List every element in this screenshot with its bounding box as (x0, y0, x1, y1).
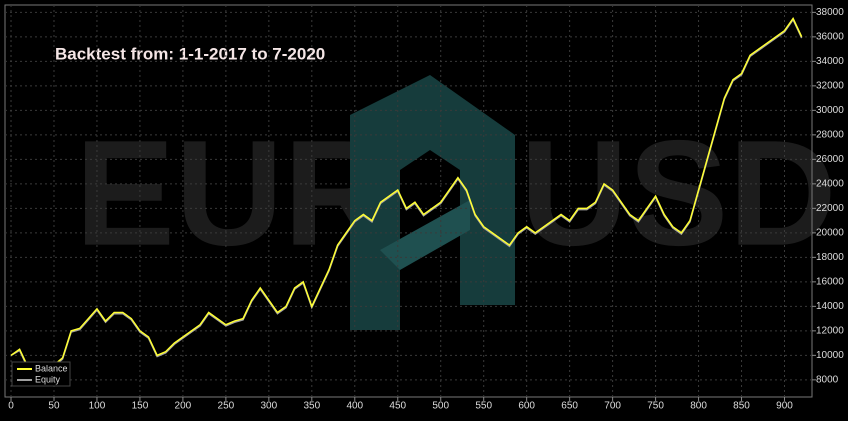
x-tick-label: 550 (475, 401, 492, 412)
x-tick-label: 900 (776, 401, 793, 412)
y-tick-label: 32000 (816, 80, 844, 91)
x-tick-label: 350 (303, 401, 320, 412)
y-tick-label: 8000 (816, 374, 839, 385)
x-tick-label: 300 (260, 401, 277, 412)
x-tick-label: 650 (561, 401, 578, 412)
y-tick-label: 24000 (816, 178, 844, 189)
watermark-text: EUR (75, 109, 392, 277)
annotation: Backtest from: 1-1-2017 to 7-2020 (55, 44, 325, 63)
y-tick-label: 30000 (816, 105, 844, 116)
x-tick-label: 150 (132, 401, 149, 412)
x-tick-label: 400 (346, 401, 363, 412)
x-tick-label: 850 (733, 401, 750, 412)
line (10, 16, 803, 375)
legend-label: Balance (35, 363, 68, 373)
plot-frame (4, 4, 813, 398)
x-tick-label: 450 (389, 401, 406, 412)
x-tick-label: 100 (89, 401, 106, 412)
x-tick-label: 800 (690, 401, 707, 412)
y-tick-label: 12000 (816, 325, 844, 336)
y-tick-label: 22000 (816, 203, 844, 214)
y-tick-label: 20000 (816, 227, 844, 238)
x-tick-label: 700 (604, 401, 621, 412)
y-tick-label: 38000 (816, 7, 844, 18)
y-tick-label: 18000 (816, 252, 844, 263)
logo (380, 200, 470, 270)
y-tick-label: 10000 (816, 350, 844, 361)
y-tick-label: 14000 (816, 301, 844, 312)
y-tick-label: 34000 (816, 56, 844, 67)
legend-box (11, 361, 71, 387)
y-tick-label: 28000 (816, 129, 844, 140)
x-tick-label: 200 (175, 401, 192, 412)
watermark-text: USD (520, 109, 837, 277)
x-tick-label: 600 (518, 401, 535, 412)
x-tick-label: 0 (8, 401, 14, 412)
watermark: EUR USD (75, 75, 837, 330)
y-tick-label: 36000 (816, 31, 844, 42)
legend-label: Equity (35, 374, 61, 384)
y-tick-label: 16000 (816, 276, 844, 287)
x-tick-label: 750 (647, 401, 664, 412)
logo (350, 75, 515, 330)
x-tick-label: 500 (432, 401, 449, 412)
y-tick-label: 26000 (816, 154, 844, 165)
x-tick-label: 250 (218, 401, 235, 412)
x-tick-label: 50 (48, 401, 60, 412)
